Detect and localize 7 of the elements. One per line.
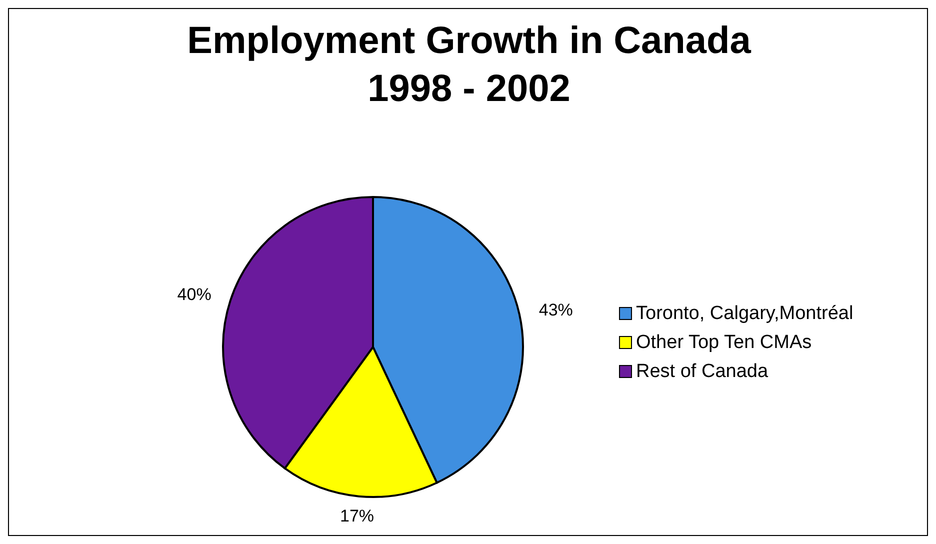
chart-title: Employment Growth in Canada 1998 - 2002	[186, 19, 752, 112]
legend-label: Other Top Ten CMAs	[636, 332, 812, 354]
data-label: 17%	[340, 506, 374, 526]
data-label: 43%	[538, 300, 573, 320]
data-label: 40%	[177, 284, 212, 304]
legend-label: Toronto, Calgary,Montréal	[636, 302, 854, 324]
legend-label: Rest of Canada	[636, 360, 768, 382]
